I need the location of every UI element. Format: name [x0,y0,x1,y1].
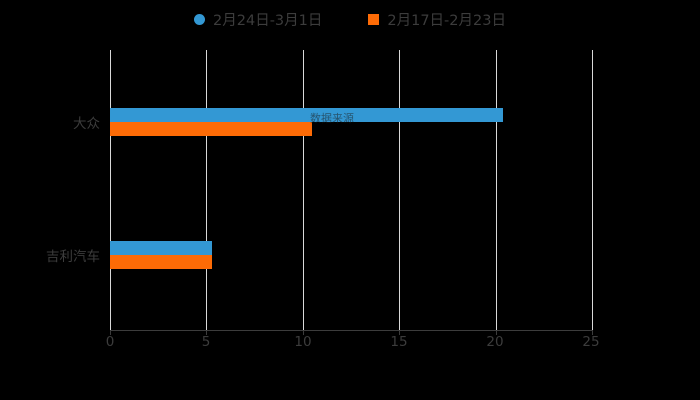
gridline-25 [592,50,593,330]
legend-label-series-1: 2月24日-3月1日 [213,12,323,29]
bar-series-2-category-2[interactable] [110,255,213,269]
x-axis-tick-25 [592,330,593,335]
x-tick-label-0: 0 [105,334,115,350]
gridline-20 [495,50,497,330]
bar-series-1-category-1[interactable] [110,108,504,122]
legend-item-series-2[interactable]: 2月17日-2月23日 [368,9,506,30]
x-axis-tick-5 [206,330,208,335]
gridline-10 [302,50,304,330]
gridline-0 [110,50,111,330]
legend-label-series-2: 2月17日-2月23日 [387,12,506,29]
chart-overlay-watermark: 数据来源 [310,112,354,125]
y-category-label-1: 大众 [73,116,100,132]
plot-area: 数据来源 [110,50,593,330]
x-axis-tick-20 [495,330,497,335]
x-axis-tick-10 [302,330,304,335]
x-tick-label-25: 25 [582,334,600,350]
x-tick-label-20: 20 [486,334,504,350]
x-tick-label-15: 15 [390,334,408,350]
legend-item-series-1[interactable]: 2月24日-3月1日 [194,9,322,30]
y-category-label-2: 吉利汽车 [46,249,100,265]
gridline-5 [206,50,208,330]
x-tick-label-10: 10 [294,334,312,350]
bar-series-1-category-2[interactable] [110,241,213,255]
x-axis-tick-15 [399,330,401,335]
x-tick-label-5: 5 [201,334,211,350]
gridline-15 [399,50,401,330]
legend-circle-marker-icon [194,13,206,25]
legend-square-marker-icon [368,13,380,25]
x-axis-line [110,330,593,331]
x-axis-tick-0 [110,330,111,335]
chart-legend: 2月24日-3月1日 2月17日-2月23日 [0,6,700,32]
bar-series-2-category-1[interactable] [110,122,313,136]
